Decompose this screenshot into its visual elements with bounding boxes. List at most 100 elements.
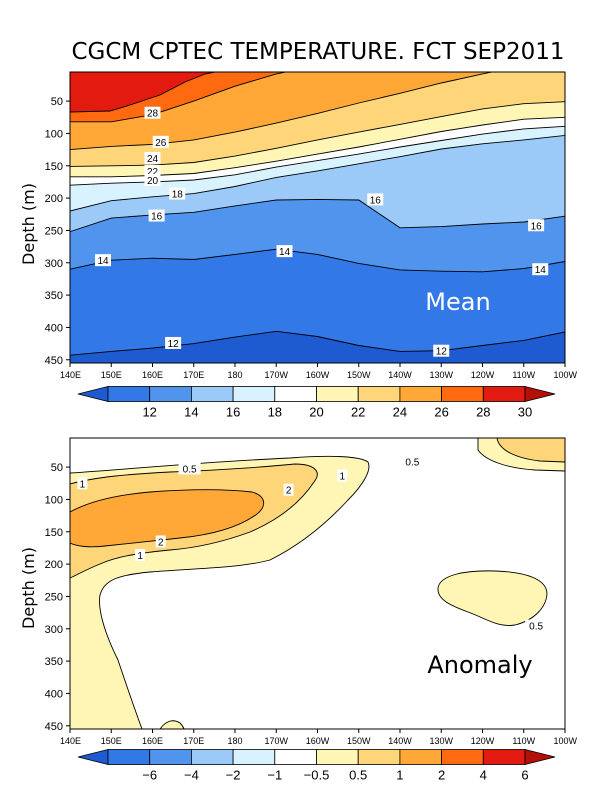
anomaly-xtick-label-1: 150E bbox=[101, 736, 122, 746]
anomaly-contour-label-box-1 bbox=[401, 455, 424, 468]
anomaly-xtick-label-2: 160E bbox=[142, 736, 163, 746]
mean-contour-label-box-9 bbox=[95, 254, 111, 267]
anomaly-contour-labels: 0.5 0.5 0.5 1 1 1 2 2 bbox=[77, 455, 548, 633]
mean-contour-label-box-5 bbox=[169, 187, 186, 200]
anomaly-xtick-label-0: 140E bbox=[60, 736, 81, 746]
anomaly-plot-area: 0.5 0.5 0.5 1 1 1 2 2 bbox=[70, 438, 565, 729]
mean-contour-label-8: 16 bbox=[531, 221, 543, 232]
anomaly-xtick-label-11: 110W bbox=[512, 736, 535, 746]
anomaly-colorbar-label-0: −6 bbox=[142, 768, 157, 783]
anomaly-y-axis-label: Depth (m) bbox=[19, 547, 38, 629]
mean-ytick-label-0: 50 bbox=[51, 96, 63, 108]
anomaly-colorbar: −6 −4 −2 −1 −0.5 0.5 1 2 4 6 bbox=[77, 748, 556, 783]
mean-colorbar-label-5: 22 bbox=[351, 405, 365, 420]
mean-ytick-label-2: 150 bbox=[45, 161, 63, 173]
anomaly-ytick-label-2: 150 bbox=[45, 527, 63, 539]
mean-xtick-label-10: 120W bbox=[471, 370, 495, 380]
mean-colorbar-box-3 bbox=[232, 386, 276, 402]
mean-colorbar-label-3: 18 bbox=[268, 405, 282, 420]
mean-xtick-label-8: 140W bbox=[388, 370, 412, 380]
mean-ytick-label-1: 100 bbox=[45, 128, 63, 140]
mean-contour-label-box-11 bbox=[532, 263, 549, 276]
anomaly-colorbar-label-1: −4 bbox=[184, 768, 199, 783]
mean-xtick-label-0: 140E bbox=[60, 370, 81, 380]
mean-colorbar-label-0: 12 bbox=[142, 405, 156, 420]
mean-contour-label-box-4 bbox=[144, 173, 161, 186]
mean-xtick-label-9: 130W bbox=[429, 370, 453, 380]
anomaly-contour-label-box-2 bbox=[525, 619, 548, 632]
anomaly-colorbar-box-0 bbox=[107, 749, 151, 765]
mean-ytick-label-7: 400 bbox=[45, 322, 63, 334]
mean-contour-label-0: 28 bbox=[147, 109, 159, 120]
anomaly-colorbar-box-4 bbox=[274, 749, 317, 765]
mean-xtick-label-11: 110W bbox=[512, 370, 535, 380]
mean-contour-label-box-13 bbox=[433, 344, 450, 357]
mean-contour-label-13: 12 bbox=[436, 347, 448, 358]
anomaly-colorbar-label-3: −1 bbox=[267, 768, 282, 783]
anomaly-xtick-label-5: 170W bbox=[264, 736, 288, 746]
anomaly-contour-label-box-4 bbox=[337, 469, 348, 482]
anomaly-contour-label-box-6 bbox=[283, 483, 294, 496]
mean-colorbar-box-4 bbox=[274, 386, 317, 402]
mean-contour-label-9: 14 bbox=[97, 256, 109, 267]
mean-xtick-label-4: 180 bbox=[227, 370, 242, 380]
mean-contour-label-box-8 bbox=[528, 219, 545, 232]
anomaly-ytick-label-7: 400 bbox=[45, 688, 63, 700]
mean-xtick-label-3: 170E bbox=[183, 370, 204, 380]
mean-contour-label-box-3 bbox=[144, 164, 161, 177]
anomaly-contour-label-5: 1 bbox=[137, 551, 143, 562]
mean-xtick-label-1: 150E bbox=[101, 370, 122, 380]
mean-y-axis-label: Depth (m) bbox=[19, 183, 38, 265]
anomaly-contour-label-box-7 bbox=[155, 535, 166, 548]
mean-colorbar-label-8: 28 bbox=[476, 405, 490, 420]
mean-contour-label-3: 22 bbox=[147, 167, 159, 178]
mean-colorbar-box-6 bbox=[357, 386, 401, 402]
anomaly-colorbar-box-2 bbox=[190, 749, 234, 765]
anomaly-ytick-label-8: 450 bbox=[45, 721, 63, 733]
anomaly-colorbar-label-9: 6 bbox=[521, 768, 528, 783]
anomaly-ytick-label-5: 300 bbox=[45, 624, 63, 636]
anomaly-colorbar-label-5: 0.5 bbox=[349, 768, 367, 783]
mean-contour-label-box-10 bbox=[276, 245, 293, 258]
mean-colorbar-box-1 bbox=[149, 386, 192, 402]
mean-colorbar-label-7: 26 bbox=[434, 405, 448, 420]
anomaly-xtick-label-9: 130W bbox=[429, 736, 453, 746]
mean-colorbar: 12 14 16 18 20 22 24 26 28 30 bbox=[77, 385, 556, 420]
anomaly-colorbar-high-arrow bbox=[524, 748, 556, 766]
anomaly-colorbar-label-4: −0.5 bbox=[304, 768, 330, 783]
anomaly-contour-label-0: 0.5 bbox=[183, 464, 197, 475]
anomaly-y-axis: 50 100 150 200 250 300 350 400 450 bbox=[45, 462, 70, 733]
anomaly-ytick-label-1: 100 bbox=[45, 494, 63, 506]
anomaly-xtick-label-10: 120W bbox=[471, 736, 495, 746]
mean-ytick-label-5: 300 bbox=[45, 258, 63, 270]
mean-band-above-30 bbox=[70, 72, 216, 113]
anomaly-contour-label-3: 1 bbox=[80, 479, 86, 490]
mean-x-axis: 140E 150E 160E 170E 180 170W 160W 150W 140W 130W 1… bbox=[60, 363, 578, 380]
anomaly-contour-label-7: 2 bbox=[158, 537, 164, 548]
mean-contour-label-1: 26 bbox=[155, 138, 167, 149]
mean-contour-label-box-2 bbox=[144, 152, 161, 165]
mean-contour-label-box-1 bbox=[152, 135, 169, 148]
anomaly-panel-label: Anomaly bbox=[427, 651, 532, 679]
mean-xtick-label-12: 100W bbox=[553, 370, 577, 380]
mean-colorbar-label-9: 30 bbox=[518, 405, 532, 420]
anomaly-xtick-label-4: 180 bbox=[227, 736, 242, 746]
anomaly-colorbar-label-7: 2 bbox=[438, 768, 445, 783]
mean-y-axis: 50 100 150 200 250 300 350 400 450 bbox=[45, 96, 70, 367]
mean-xtick-label-2: 160E bbox=[142, 370, 163, 380]
mean-contour-label-10: 14 bbox=[279, 247, 291, 258]
anomaly-colorbar-box-9 bbox=[482, 749, 526, 765]
mean-colorbar-box-0 bbox=[107, 386, 151, 402]
mean-colorbar-label-4: 20 bbox=[309, 405, 323, 420]
chart-title: CGCM CPTEC TEMPERATURE. FCT SEP2011 bbox=[71, 39, 564, 65]
mean-contour-label-box-0 bbox=[144, 106, 161, 119]
mean-colorbar-box-9 bbox=[482, 386, 526, 402]
anomaly-ytick-label-6: 350 bbox=[45, 656, 63, 668]
anomaly-contour-label-box-5 bbox=[135, 549, 146, 562]
mean-xtick-label-7: 150W bbox=[347, 370, 371, 380]
